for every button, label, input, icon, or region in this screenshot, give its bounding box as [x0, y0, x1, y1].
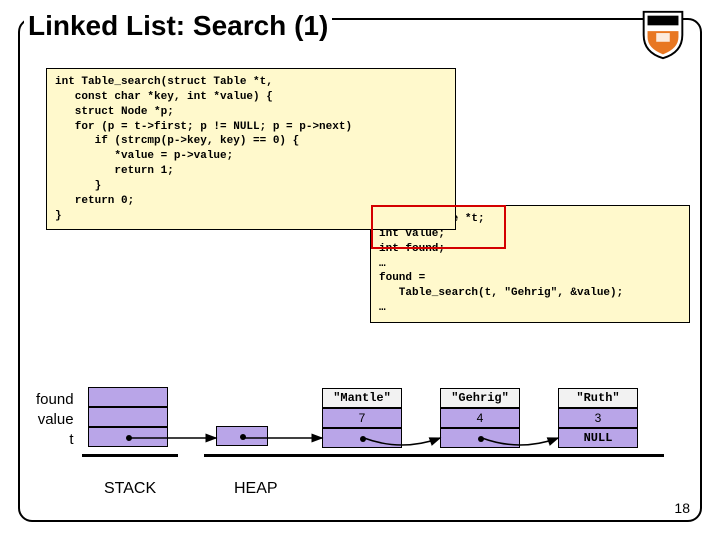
princeton-crest-icon — [634, 6, 692, 64]
stack-frame — [88, 387, 168, 447]
stack-cell-value — [88, 407, 168, 427]
stack-cell-found — [88, 387, 168, 407]
node-key: "Mantle" — [322, 388, 402, 408]
stack-underline — [82, 454, 178, 457]
node-value: 3 — [558, 408, 638, 428]
label-found: found — [36, 390, 74, 410]
pointer-dot — [360, 436, 366, 442]
heap-underline — [204, 454, 664, 457]
node-value: 7 — [322, 408, 402, 428]
node-next — [322, 428, 402, 448]
heap-table-struct — [216, 426, 268, 446]
pointer-dot — [240, 434, 246, 440]
node-key: "Gehrig" — [440, 388, 520, 408]
stack-cell-t — [88, 427, 168, 447]
slide-title: Linked List: Search (1) — [24, 10, 332, 42]
heap-section-label: HEAP — [234, 480, 278, 498]
heap-node: "Gehrig"4 — [440, 388, 520, 448]
node-next: NULL — [558, 428, 638, 448]
page-number: 18 — [674, 500, 690, 516]
label-t: t — [36, 430, 74, 450]
table-first-ptr — [216, 426, 268, 446]
pointer-dot — [478, 436, 484, 442]
heap-node: "Mantle"7 — [322, 388, 402, 448]
label-value: value — [36, 410, 74, 430]
code-function: int Table_search(struct Table *t, const … — [46, 68, 456, 230]
stack-var-labels: found value t — [36, 390, 74, 450]
heap-node: "Ruth"3NULL — [558, 388, 638, 448]
node-value: 4 — [440, 408, 520, 428]
node-key: "Ruth" — [558, 388, 638, 408]
node-next — [440, 428, 520, 448]
pointer-dot — [126, 435, 132, 441]
stack-section-label: STACK — [104, 480, 156, 498]
